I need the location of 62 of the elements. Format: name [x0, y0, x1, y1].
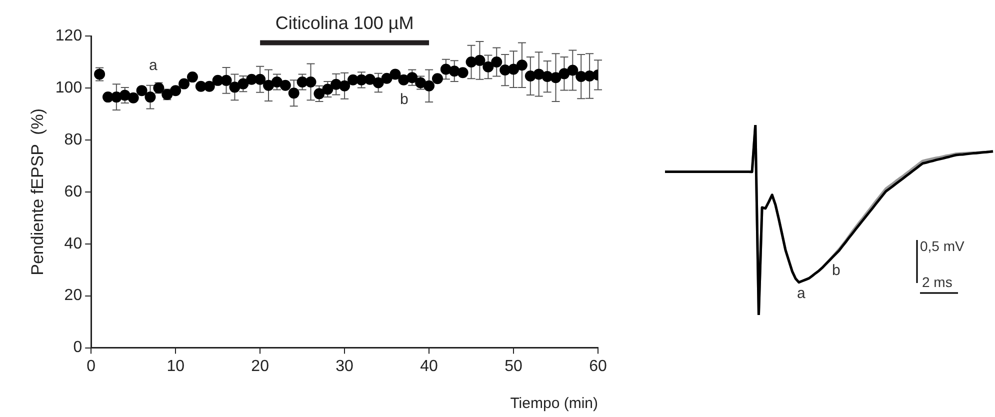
point — [238, 78, 249, 90]
annotation: 2 ms — [922, 274, 952, 290]
point — [339, 80, 350, 92]
point — [364, 74, 376, 85]
point — [390, 68, 401, 80]
point — [424, 80, 435, 92]
point — [491, 56, 502, 68]
y-tick-label: 20 — [64, 287, 82, 304]
annotation: a — [797, 285, 806, 302]
point — [381, 72, 392, 84]
x-axis-title: Tiempo (min) — [510, 395, 598, 412]
point — [406, 72, 418, 84]
y-tick-label: 60 — [64, 183, 82, 200]
point — [558, 68, 570, 80]
point — [474, 54, 486, 66]
point — [186, 72, 198, 83]
point — [170, 85, 182, 96]
point — [128, 92, 139, 104]
point — [398, 74, 410, 86]
point — [457, 67, 468, 78]
y-tick-label: 120 — [55, 27, 82, 44]
point — [204, 80, 215, 92]
point — [550, 72, 562, 84]
point — [220, 74, 232, 86]
x-tick-label: 30 — [336, 358, 354, 375]
point — [533, 68, 544, 80]
annotation: 0,5 mV — [920, 238, 964, 254]
y-axis-title: Pendiente fEPSP (%) — [28, 108, 47, 276]
series-label: Citicolina 100 µM — [275, 12, 414, 33]
point — [305, 76, 316, 88]
annotation: b — [832, 262, 840, 279]
annotation: a — [149, 57, 158, 74]
point — [254, 74, 266, 85]
y-tick-label: 100 — [55, 79, 82, 96]
point — [110, 92, 122, 103]
point — [432, 73, 443, 84]
point — [516, 60, 528, 71]
y-tick-label: 40 — [64, 235, 82, 252]
point — [271, 76, 282, 88]
x-tick-label: 10 — [166, 358, 185, 375]
point — [372, 77, 384, 88]
point — [508, 64, 520, 75]
point — [314, 88, 325, 100]
y-tick-label: 0 — [73, 339, 82, 356]
point — [280, 80, 291, 91]
point — [144, 92, 156, 103]
point — [178, 78, 190, 90]
x-tick-label: 0 — [86, 358, 96, 375]
point — [322, 84, 334, 95]
annotation: b — [400, 91, 408, 108]
point — [119, 90, 130, 101]
x-tick-label: 40 — [420, 358, 438, 375]
point — [567, 64, 578, 76]
point — [136, 85, 148, 96]
y-tick-label: 80 — [64, 131, 82, 148]
point — [482, 61, 494, 72]
point — [229, 82, 240, 93]
point — [288, 88, 300, 99]
x-tick-label: 50 — [504, 358, 523, 375]
point — [263, 80, 274, 91]
x-tick-label: 60 — [589, 358, 607, 375]
x-tick-label: 20 — [251, 358, 270, 375]
